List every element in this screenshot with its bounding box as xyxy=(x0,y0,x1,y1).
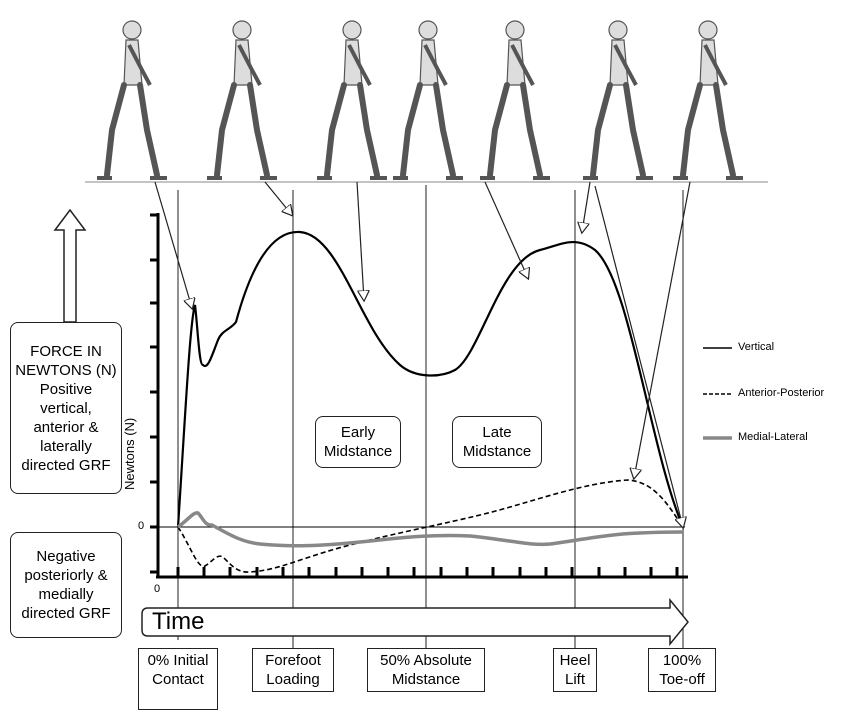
event-label: 50% Absolute Midstance xyxy=(367,648,485,692)
event-label: 0% Initial Contact xyxy=(138,648,218,710)
time-label: Time xyxy=(152,608,204,636)
event-label: 100% Toe-off xyxy=(648,648,716,692)
negative-box: Negative posteriorly & medially directed… xyxy=(10,532,122,638)
phase-box: Late Midstance xyxy=(452,416,542,468)
y-axis-label: Newtons (N) xyxy=(122,418,137,490)
legend-label: Anterior-Posterior xyxy=(738,387,824,399)
ticks xyxy=(150,215,677,577)
x-zero: 0 xyxy=(154,583,160,595)
pointer-arrows xyxy=(155,182,690,527)
legend-label: Medial-Lateral xyxy=(738,431,808,443)
vertical-curve xyxy=(178,232,683,527)
positive-box: FORCE IN NEWTONS (N) Positive vertical, … xyxy=(10,322,122,494)
phase-box: Early Midstance xyxy=(315,416,401,468)
event-lines xyxy=(178,185,683,650)
up-arrow xyxy=(55,210,85,322)
medial-lateral-curve xyxy=(178,513,683,546)
anterior-posterior-curve xyxy=(178,480,683,572)
time-arrow xyxy=(142,600,688,644)
diagram: FORCE IN NEWTONS (N) Positive vertical, … xyxy=(0,0,866,710)
event-label: Forefoot Loading xyxy=(252,648,334,692)
legend-label: Vertical xyxy=(738,341,774,353)
y-zero: 0 xyxy=(138,520,144,532)
event-label: Heel Lift xyxy=(553,648,597,692)
walking-figures xyxy=(97,21,743,178)
drawing xyxy=(0,0,866,710)
legend-lines xyxy=(703,348,732,438)
